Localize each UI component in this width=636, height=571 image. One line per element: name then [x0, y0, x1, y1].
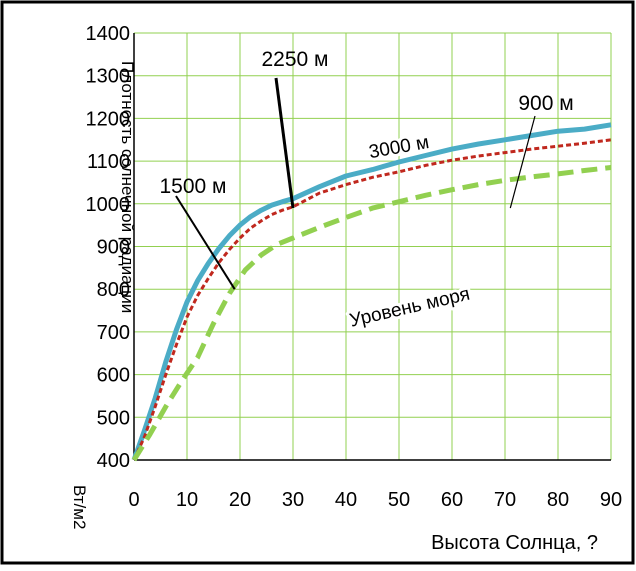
x-tick-label: 80 [547, 489, 569, 511]
y-tick-label: 1200 [86, 108, 131, 130]
y-axis-label: Плотность солнечной радиации [118, 61, 137, 313]
x-axis-label: Высота Солнца, ? [431, 532, 598, 554]
y-axis-unit: Вт/м2 [70, 485, 89, 529]
annotation-label: 1500 м [160, 175, 227, 198]
y-tick-label: 500 [97, 407, 130, 429]
axes [133, 33, 611, 461]
y-tick-label: 1000 [86, 194, 131, 216]
tick-labels: 400 500 600 700 800 900 1000 1100 1200 1300 1400 0 1… [86, 23, 623, 511]
y-tick-label: 900 [97, 237, 130, 259]
annotation-leader-line [175, 195, 236, 290]
x-tick-label: 30 [282, 489, 304, 511]
y-tick-label: 1400 [86, 23, 131, 45]
x-tick-label: 50 [388, 489, 410, 511]
grid [134, 32, 612, 460]
x-tick-label: 70 [494, 489, 516, 511]
y-tick-label: 600 [97, 365, 130, 387]
annotation-leaders [175, 77, 536, 290]
annotation-leader-line [509, 115, 536, 209]
x-tick-label: 0 [128, 489, 139, 511]
y-tick-label: 400 [97, 450, 130, 472]
x-tick-label: 10 [176, 489, 198, 511]
series-line [131, 165, 612, 462]
x-tick-label: 40 [335, 489, 357, 511]
x-tick-label: 60 [441, 489, 463, 511]
series-lines [131, 122, 612, 462]
x-tick-label: 20 [229, 489, 251, 511]
y-tick-label: 1300 [86, 66, 131, 88]
y-tick-label: 800 [97, 279, 130, 301]
x-tick-label: 90 [600, 489, 622, 511]
annotation-leader-line [274, 77, 295, 209]
y-tick-label: 1100 [87, 151, 130, 173]
series-line [132, 138, 612, 461]
annotation-label: 900 м [518, 92, 573, 115]
y-tick-label: 700 [97, 322, 130, 344]
series-line [131, 122, 612, 461]
annotation-label: 2250 м [262, 48, 329, 71]
